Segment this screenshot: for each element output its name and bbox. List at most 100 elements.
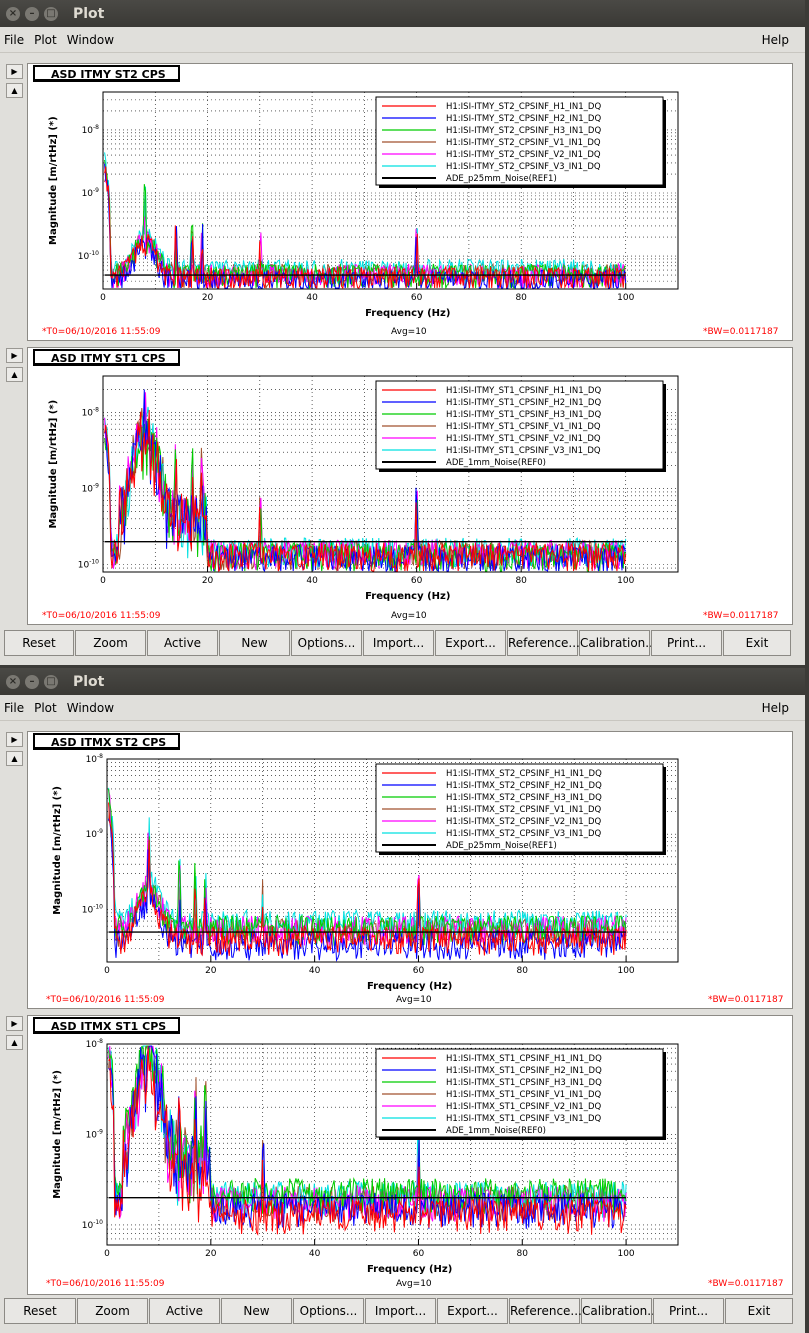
window-title: Plot bbox=[73, 5, 105, 22]
expand-arrow-icon[interactable]: ▶ bbox=[6, 64, 23, 79]
export-button[interactable]: Export... bbox=[437, 1298, 508, 1324]
pad-title: ASD ITMY ST1 CPS bbox=[33, 349, 180, 366]
plot-pad[interactable]: ASD ITMY ST1 CPS 0 20 40 60 80 100 10-10 10-9 10… bbox=[27, 347, 793, 625]
menu-file[interactable]: File bbox=[4, 32, 25, 47]
trace-line bbox=[108, 1045, 627, 1222]
menu-help[interactable]: Help bbox=[761, 700, 789, 715]
x-axis-label: Frequency (Hz) bbox=[367, 981, 452, 992]
trace-line bbox=[104, 389, 627, 573]
collapse-arrow-icon[interactable]: ▲ bbox=[6, 83, 23, 98]
export-button[interactable]: Export... bbox=[435, 630, 506, 656]
new-button[interactable]: New bbox=[219, 630, 290, 656]
legend-box bbox=[375, 1048, 664, 1138]
x-tick-label: 80 bbox=[517, 1249, 529, 1259]
bw-label: *BW=0.0117187 bbox=[703, 327, 779, 337]
x-tick-label: 100 bbox=[617, 1249, 634, 1259]
menu-window[interactable]: Window bbox=[66, 700, 115, 715]
plot-pad[interactable]: ASD ITMX ST2 CPS 0 20 40 60 80 100 10-10 10-9 10… bbox=[27, 731, 793, 1009]
pad-title: ASD ITMX ST2 CPS bbox=[33, 733, 181, 750]
minimize-icon[interactable]: – bbox=[25, 6, 39, 21]
plot-window-1: × – □ Plot File Plot Window Help ▶ ▲ ASD… bbox=[0, 0, 809, 665]
x-tick-label: 80 bbox=[515, 293, 527, 303]
collapse-arrow-icon[interactable]: ▲ bbox=[6, 751, 23, 766]
x-tick-label: 0 bbox=[100, 576, 106, 586]
avg-label: Avg=10 bbox=[396, 995, 432, 1005]
x-tick-label: 60 bbox=[411, 293, 423, 303]
avg-label: Avg=10 bbox=[391, 327, 427, 337]
y-tick-label: 10-9 bbox=[86, 1128, 104, 1140]
plot-pad[interactable]: ASD ITMX ST1 CPS 0 20 40 60 80 100 10-10 10-9 10… bbox=[27, 1015, 793, 1295]
legend-entry: H1:ISI-ITMX_ST1_CPSINF_H2_IN1_DQ bbox=[446, 1066, 602, 1076]
import-button[interactable]: Import... bbox=[365, 1298, 436, 1324]
legend-box bbox=[375, 380, 664, 470]
asd-chart[interactable]: 0 20 40 60 80 100 10-10 10-9 10-8 Frequency (Hz) M… bbox=[28, 64, 794, 342]
x-tick-label: 0 bbox=[104, 1249, 110, 1259]
asd-chart[interactable]: 0 20 40 60 80 100 10-10 10-9 10-8 Frequency (Hz) M… bbox=[28, 732, 794, 1010]
reset-button[interactable]: Reset bbox=[4, 1298, 76, 1324]
t0-label: *T0=06/10/2016 11:55:09 bbox=[46, 1279, 165, 1289]
y-axis-label: Magnitude [m/rtHz] (*) bbox=[52, 1070, 63, 1199]
options-button[interactable]: Options... bbox=[293, 1298, 364, 1324]
legend-entry: H1:ISI-ITMY_ST1_CPSINF_V1_IN1_DQ bbox=[446, 422, 601, 432]
plot-pad[interactable]: ASD ITMY ST2 CPS 0 20 40 60 80 100 10-10 10-9 10… bbox=[27, 63, 793, 341]
reference-button[interactable]: Reference... bbox=[509, 1298, 582, 1324]
expand-arrow-icon[interactable]: ▶ bbox=[6, 732, 23, 747]
pad-title: ASD ITMX ST1 CPS bbox=[33, 1017, 181, 1034]
legend-box bbox=[375, 763, 664, 853]
legend-entry: H1:ISI-ITMX_ST2_CPSINF_H3_IN1_DQ bbox=[446, 793, 602, 803]
calibration-button[interactable]: Calibration... bbox=[579, 630, 657, 656]
calibration-button[interactable]: Calibration... bbox=[581, 1298, 659, 1324]
new-button[interactable]: New bbox=[221, 1298, 292, 1324]
x-tick-label: 40 bbox=[306, 576, 318, 586]
reference-button[interactable]: Reference... bbox=[507, 630, 580, 656]
trace-line bbox=[104, 418, 627, 573]
import-button[interactable]: Import... bbox=[363, 630, 434, 656]
t0-label: *T0=06/10/2016 11:55:09 bbox=[46, 995, 165, 1005]
zoom-button[interactable]: Zoom bbox=[75, 630, 146, 656]
menu-window[interactable]: Window bbox=[66, 32, 115, 47]
legend-entry: H1:ISI-ITMX_ST1_CPSINF_H3_IN1_DQ bbox=[446, 1078, 602, 1088]
y-tick-label: 10-8 bbox=[82, 124, 100, 136]
exit-button[interactable]: Exit bbox=[723, 630, 791, 656]
bw-label: *BW=0.0117187 bbox=[708, 995, 784, 1005]
options-button[interactable]: Options... bbox=[291, 630, 362, 656]
zoom-button[interactable]: Zoom bbox=[77, 1298, 148, 1324]
expand-arrow-icon[interactable]: ▶ bbox=[6, 1016, 23, 1031]
legend-entry: ADE_1mm_Noise(REF0) bbox=[446, 1126, 546, 1136]
print-button[interactable]: Print... bbox=[651, 630, 722, 656]
print-button[interactable]: Print... bbox=[653, 1298, 724, 1324]
legend-entry: ADE_p25mm_Noise(REF1) bbox=[446, 174, 557, 184]
close-icon[interactable]: × bbox=[6, 6, 20, 21]
plot-window-2: × – □ Plot File Plot Window Help ▶ ▲ ASD… bbox=[0, 668, 809, 1333]
active-button[interactable]: Active bbox=[149, 1298, 220, 1324]
trace-line bbox=[108, 788, 627, 947]
y-tick-label: 10-8 bbox=[86, 1038, 104, 1050]
legend-box bbox=[375, 96, 664, 186]
legend-entry: H1:ISI-ITMY_ST1_CPSINF_V3_IN1_DQ bbox=[446, 446, 601, 456]
collapse-arrow-icon[interactable]: ▲ bbox=[6, 367, 23, 382]
asd-chart[interactable]: 0 20 40 60 80 100 10-10 10-9 10-8 Frequency (Hz) M… bbox=[28, 1016, 794, 1296]
expand-arrow-icon[interactable]: ▶ bbox=[6, 348, 23, 363]
pad-title: ASD ITMY ST2 CPS bbox=[33, 65, 180, 82]
legend-entry: H1:ISI-ITMY_ST2_CPSINF_H3_IN1_DQ bbox=[446, 126, 601, 136]
minimize-icon[interactable]: – bbox=[25, 674, 39, 689]
collapse-arrow-icon[interactable]: ▲ bbox=[6, 1035, 23, 1050]
reset-button[interactable]: Reset bbox=[4, 630, 74, 656]
x-axis-label: Frequency (Hz) bbox=[367, 1264, 452, 1275]
asd-chart[interactable]: 0 20 40 60 80 100 10-10 10-9 10-8 Frequency (Hz) M… bbox=[28, 348, 794, 626]
menu-plot[interactable]: Plot bbox=[34, 32, 57, 47]
trace-line bbox=[108, 818, 627, 962]
x-axis-label: Frequency (Hz) bbox=[365, 591, 450, 602]
avg-label: Avg=10 bbox=[396, 1279, 432, 1289]
menu-plot[interactable]: Plot bbox=[34, 700, 57, 715]
x-tick-label: 100 bbox=[617, 966, 634, 976]
maximize-icon[interactable]: □ bbox=[44, 674, 58, 689]
active-button[interactable]: Active bbox=[147, 630, 218, 656]
menu-file[interactable]: File bbox=[4, 700, 25, 715]
menu-help[interactable]: Help bbox=[761, 32, 789, 47]
close-icon[interactable]: × bbox=[6, 674, 20, 689]
exit-button[interactable]: Exit bbox=[725, 1298, 793, 1324]
x-tick-label: 100 bbox=[617, 293, 634, 303]
maximize-icon[interactable]: □ bbox=[44, 6, 58, 21]
legend-entry: H1:ISI-ITMX_ST1_CPSINF_V1_IN1_DQ bbox=[446, 1090, 601, 1100]
